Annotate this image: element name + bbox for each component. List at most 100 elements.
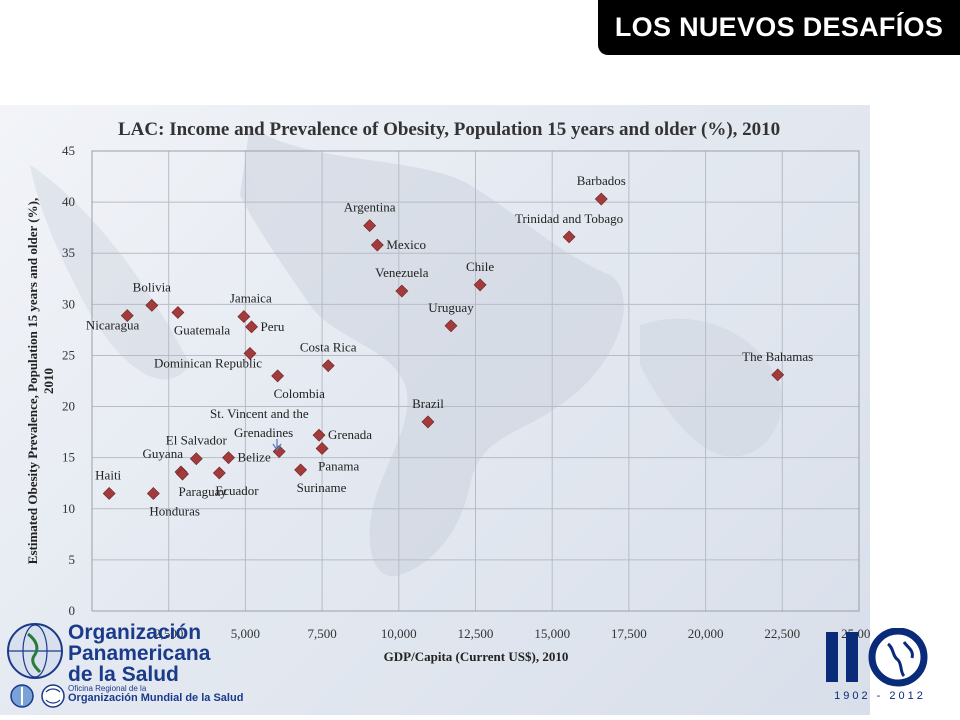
label-st-vincent: St. Vincent and the Grenadines xyxy=(210,406,309,452)
ops-name-line-2: Panamericana xyxy=(68,642,211,665)
data-points xyxy=(102,192,785,500)
point-costa-rica xyxy=(321,359,335,373)
label-guyana: Guyana xyxy=(143,446,184,461)
point-brazil xyxy=(421,415,435,429)
ops-name: Organización Panamericana de la Salud xyxy=(68,622,210,685)
label-the-bahamas: The Bahamas xyxy=(742,349,813,364)
label-nicaragua: Nicaragua xyxy=(86,318,140,333)
x-tick-label: 20,000 xyxy=(688,626,724,641)
y-tick-label: 35 xyxy=(62,245,75,260)
label-honduras: Honduras xyxy=(149,503,200,518)
x-tick-label: 10,000 xyxy=(381,626,417,641)
point-uruguay xyxy=(444,319,458,333)
label-peru: Peru xyxy=(261,319,285,334)
label-trinidad-and-tobago: Trinidad and Tobago xyxy=(515,211,623,226)
anniversary-digit-1a xyxy=(826,632,838,682)
y-tick-label: 20 xyxy=(62,399,75,414)
point-colombia xyxy=(271,369,285,383)
ops-name-line-3: de la Salud xyxy=(68,663,179,686)
label-el-salvador: El Salvador xyxy=(166,433,228,448)
label-paraguay: Paraguay xyxy=(179,484,228,499)
point-bolivia xyxy=(145,298,159,312)
x-tick-label: 2,500 xyxy=(154,626,183,641)
point-trinidad-and-tobago xyxy=(562,230,576,244)
point-jamaica xyxy=(237,310,251,324)
y-tick-label: 30 xyxy=(62,296,75,311)
label-argentina: Argentina xyxy=(344,200,396,215)
label-haiti: Haiti xyxy=(95,467,121,482)
y-axis-title-line-2: 2010 xyxy=(41,368,56,394)
x-tick-label: 7,500 xyxy=(307,626,336,641)
label-costa-rica: Costa Rica xyxy=(300,340,357,355)
y-tick-label: 10 xyxy=(62,501,75,516)
world-map-background xyxy=(30,125,782,577)
label-brazil: Brazil xyxy=(412,396,444,411)
y-tick-label: 5 xyxy=(69,552,76,567)
anniversary-years: 1902 - 2012 xyxy=(834,690,926,702)
chart-title: LAC: Income and Prevalence of Obesity, P… xyxy=(118,119,780,140)
label-mexico: Mexico xyxy=(386,237,426,252)
label-jamaica: Jamaica xyxy=(230,291,272,306)
point-dominican-republic xyxy=(243,346,257,360)
y-axis-title: Estimated Obesity Prevalence, Population… xyxy=(25,198,56,564)
label-barbados: Barbados xyxy=(577,173,626,188)
slide-title: LOS NUEVOS DESAFÍOS xyxy=(598,0,960,55)
label-belize: Belize xyxy=(238,450,271,465)
label-chile: Chile xyxy=(466,259,494,274)
point-ecuador xyxy=(212,466,226,480)
ops-name-line-1: Organización xyxy=(68,621,202,644)
label-panama: Panama xyxy=(318,458,359,473)
anniversary-110-logo xyxy=(826,628,928,687)
paho-globe-icon xyxy=(41,684,65,708)
point-paraguay xyxy=(176,467,189,481)
oms-emblem-icon xyxy=(10,684,34,708)
chart-panel: 2,500 5,000 7,500 10,000 12,500 15,000 17,500 2… xyxy=(0,105,870,715)
point-grenada xyxy=(312,428,326,442)
point-mexico xyxy=(370,238,384,252)
label-venezuela: Venezuela xyxy=(375,265,429,280)
x-tick-label: 15,000 xyxy=(534,626,570,641)
label-dominican-republic: Dominican Republic xyxy=(154,355,262,370)
label-grenada: Grenada xyxy=(328,427,372,442)
point-panama xyxy=(315,442,329,455)
x-tick-labels: 2,500 5,000 7,500 10,000 12,500 15,000 17,500 2… xyxy=(154,626,870,641)
label-uruguay: Uruguay xyxy=(428,300,474,315)
x-tick-label: 22,500 xyxy=(764,626,800,641)
y-tick-label: 40 xyxy=(62,194,75,209)
y-tick-label: 0 xyxy=(69,603,76,618)
ops-emblem-icon xyxy=(7,623,63,679)
x-axis-title: GDP/Capita (Current US$), 2010 xyxy=(384,649,569,664)
x-tick-label: 17,500 xyxy=(611,626,647,641)
plot-frame xyxy=(91,150,860,612)
label-guatemala: Guatemala xyxy=(174,323,231,338)
label-bolivia: Bolivia xyxy=(133,279,172,294)
anniversary-globe-icon xyxy=(868,628,928,687)
point-el-salvador xyxy=(189,452,203,466)
y-axis-title-line-1: Estimated Obesity Prevalence, Population… xyxy=(25,198,40,564)
point-st-vincent-and-the-grenadines xyxy=(272,445,286,458)
label-st-vincent-arrow xyxy=(272,439,282,452)
label-ecuador: Ecuador xyxy=(215,483,259,498)
point-honduras xyxy=(146,487,160,500)
scatter-chart: 2,500 5,000 7,500 10,000 12,500 15,000 17,500 2… xyxy=(25,119,870,664)
point-barbados xyxy=(594,192,608,206)
y-tick-label: 45 xyxy=(62,143,75,158)
ops-regional-office: Oficina Regional de la xyxy=(68,684,147,693)
label-suriname: Suriname xyxy=(297,480,347,495)
point-argentina xyxy=(363,219,377,233)
point-labels: Haiti Honduras Nicaragua Bolivia Guatemala Gu… xyxy=(86,173,813,518)
anniversary-digit-1b xyxy=(846,632,858,682)
point-the-bahamas xyxy=(771,368,785,382)
point-chile xyxy=(473,278,487,292)
label-st-vincent-line-1: St. Vincent and the xyxy=(210,406,309,421)
point-peru xyxy=(245,320,258,334)
x-tick-label: 12,500 xyxy=(458,626,494,641)
point-venezuela xyxy=(395,284,409,298)
x-tick-label: 5,000 xyxy=(231,626,260,641)
y-tick-label: 25 xyxy=(62,347,75,362)
point-nicaragua xyxy=(120,309,134,323)
point-belize xyxy=(222,451,235,465)
y-tick-label: 15 xyxy=(62,450,75,465)
y-tick-labels: 0 5 10 15 20 25 30 35 40 45 xyxy=(62,143,75,618)
oms-name: Organización Mundial de la Salud xyxy=(68,692,244,704)
